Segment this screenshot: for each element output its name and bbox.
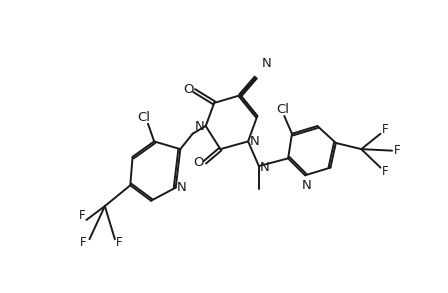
Text: F: F <box>116 236 123 249</box>
Text: O: O <box>183 83 193 96</box>
Text: Cl: Cl <box>137 111 150 124</box>
Text: N: N <box>195 120 204 132</box>
Text: Cl: Cl <box>276 103 289 115</box>
Text: N: N <box>302 179 311 192</box>
Text: O: O <box>194 156 204 169</box>
Text: F: F <box>382 165 388 178</box>
Text: N: N <box>177 181 187 194</box>
Text: F: F <box>394 144 401 157</box>
Text: F: F <box>80 236 86 249</box>
Text: F: F <box>79 209 86 222</box>
Text: F: F <box>382 123 388 136</box>
Text: N: N <box>250 135 259 148</box>
Text: N: N <box>259 161 269 174</box>
Text: N: N <box>262 57 271 70</box>
